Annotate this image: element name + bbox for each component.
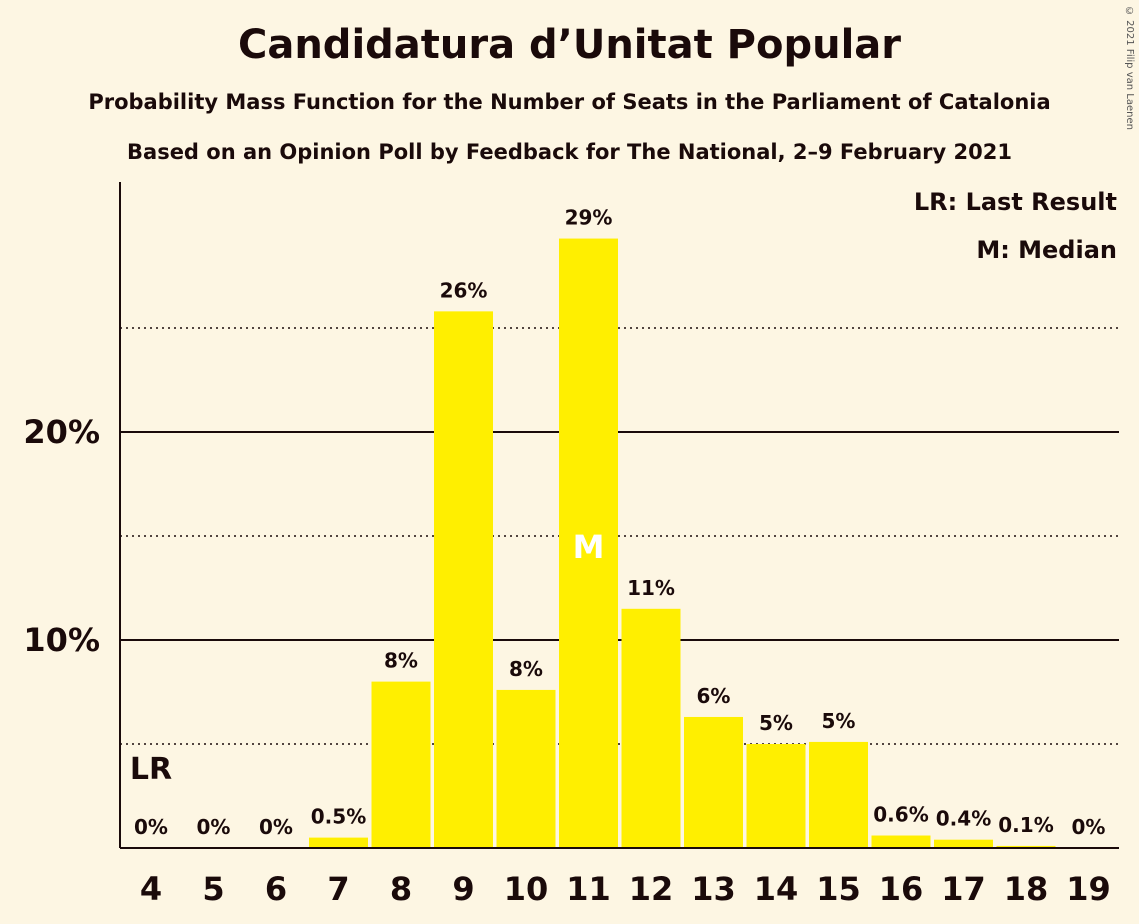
data-label-4: 0% xyxy=(134,815,168,839)
x-tick-label-14: 14 xyxy=(754,870,799,908)
data-label-12: 11% xyxy=(627,576,675,600)
data-label-5: 0% xyxy=(197,815,231,839)
x-tick-label-15: 15 xyxy=(816,870,861,908)
data-label-11: 29% xyxy=(565,206,613,230)
chart-title: Candidatura d’Unitat Popular xyxy=(237,22,902,68)
gridlines xyxy=(120,327,1119,745)
bar-11 xyxy=(559,238,618,848)
x-tick-label-6: 6 xyxy=(265,870,287,908)
x-tick-label-17: 17 xyxy=(941,870,986,908)
bar-13 xyxy=(684,716,743,848)
chart-subtitle: Probability Mass Function for the Number… xyxy=(88,90,1051,114)
data-label-18: 0.1% xyxy=(998,813,1053,837)
median-marker: M xyxy=(573,528,605,566)
y-tick-label-1: 20% xyxy=(23,413,100,451)
bar-15 xyxy=(809,741,868,848)
data-label-7: 0.5% xyxy=(311,805,366,829)
last-result-marker: LR xyxy=(130,752,172,787)
data-label-6: 0% xyxy=(259,815,293,839)
x-tick-label-4: 4 xyxy=(140,870,162,908)
bar-18 xyxy=(996,845,1056,848)
data-label-19: 0% xyxy=(1072,815,1106,839)
bar-10 xyxy=(496,689,556,848)
x-tick-label-9: 9 xyxy=(452,870,474,908)
bar-16 xyxy=(871,835,931,848)
bar-8 xyxy=(371,681,431,848)
x-tick-label-12: 12 xyxy=(629,870,674,908)
data-label-15: 5% xyxy=(822,709,856,733)
bar-12 xyxy=(621,608,681,848)
legend-median: M: Median xyxy=(976,236,1117,264)
data-label-17: 0.4% xyxy=(936,807,991,831)
chart-source: Based on an Opinion Poll by Feedback for… xyxy=(127,140,1012,164)
x-tick-label-11: 11 xyxy=(566,870,611,908)
x-tick-labels: 4 5 6 7 8 9 10 11 12 13 14 15 16 17 18 19 xyxy=(140,870,1111,908)
x-tick-label-16: 16 xyxy=(879,870,924,908)
markers: M LR xyxy=(130,528,605,787)
copyright-notice: © 2021 Filip van Laenen xyxy=(1124,6,1135,130)
x-tick-label-8: 8 xyxy=(390,870,412,908)
x-tick-label-5: 5 xyxy=(202,870,224,908)
data-label-14: 5% xyxy=(759,711,793,735)
data-label-8: 8% xyxy=(384,649,418,673)
y-tick-label-0: 10% xyxy=(23,621,100,659)
bars xyxy=(309,238,1056,848)
x-tick-label-10: 10 xyxy=(504,870,549,908)
bar-9 xyxy=(434,311,493,848)
x-tick-label-18: 18 xyxy=(1004,870,1049,908)
data-labels: 0% 0% 0% 0.5% 8% 26% 8% 29% 11% 6% 5% 5% 0.6% 0.4% 0.1… xyxy=(134,206,1105,839)
bar-14 xyxy=(746,744,806,848)
y-tick-labels: 10% 20% xyxy=(23,413,100,659)
bar-17 xyxy=(934,839,993,848)
data-label-13: 6% xyxy=(697,684,731,708)
data-label-10: 8% xyxy=(509,657,543,681)
data-label-16: 0.6% xyxy=(873,803,928,827)
x-tick-label-13: 13 xyxy=(691,870,736,908)
bar-7 xyxy=(309,837,368,848)
x-tick-label-7: 7 xyxy=(327,870,349,908)
data-label-9: 26% xyxy=(440,278,488,302)
x-tick-label-19: 19 xyxy=(1066,870,1111,908)
legend-last-result: LR: Last Result xyxy=(914,188,1117,216)
